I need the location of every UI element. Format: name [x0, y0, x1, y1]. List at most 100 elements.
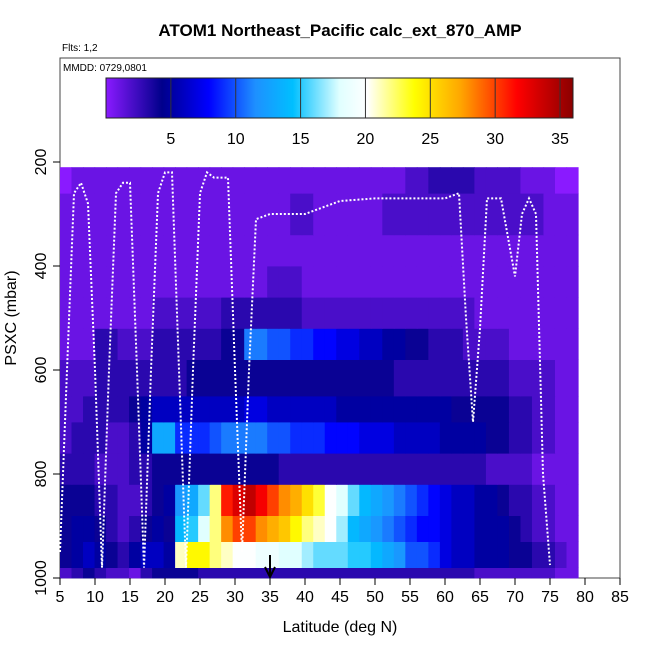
- heatmap-cell: [255, 396, 268, 423]
- heatmap-cell: [221, 567, 234, 579]
- heatmap-cell: [267, 234, 280, 267]
- heatmap-cell: [451, 567, 464, 579]
- heatmap-cell: [175, 193, 188, 236]
- heatmap-cell: [531, 453, 545, 485]
- heatmap-cell: [543, 422, 556, 454]
- heatmap-cell: [324, 567, 337, 579]
- heatmap-cell: [152, 297, 165, 329]
- heatmap-cell: [405, 541, 418, 568]
- heatmap-cell: [543, 167, 556, 194]
- heatmap-cell: [428, 266, 441, 298]
- heatmap-cell: [278, 567, 291, 579]
- heatmap-cell: [232, 234, 245, 267]
- heatmap-cell: [543, 234, 556, 267]
- heatmap-cell: [451, 193, 464, 236]
- heatmap-cell: [71, 515, 84, 542]
- heatmap-cell: [382, 484, 395, 516]
- heatmap-cell: [175, 484, 188, 516]
- heatmap-cell: [428, 167, 441, 194]
- heatmap-cell: [324, 328, 337, 360]
- heatmap-cell: [106, 541, 119, 568]
- heatmap-cell: [474, 193, 487, 236]
- heatmap-cell: [451, 453, 464, 485]
- heatmap-cell: [520, 167, 533, 194]
- heatmap-cell: [520, 266, 533, 298]
- heatmap-cell: [278, 359, 291, 397]
- heatmap-cell: [117, 328, 130, 360]
- heatmap-cell: [566, 515, 579, 542]
- heatmap-cell: [439, 567, 452, 579]
- y-tick-label: 200: [33, 149, 50, 176]
- heatmap-cell: [71, 359, 84, 397]
- heatmap-cell: [370, 266, 383, 298]
- heatmap-cell: [71, 541, 84, 568]
- heatmap-cell: [129, 567, 142, 579]
- heatmap-cell: [508, 484, 522, 516]
- colorbar: 5 10 15 20 25 30 35: [105, 77, 574, 148]
- heatmap-cell: [554, 567, 568, 579]
- heatmap-cell: [117, 484, 130, 516]
- heatmap-cell: [382, 396, 395, 423]
- heatmap-cell: [428, 541, 441, 568]
- y-tick-label: 600: [33, 357, 50, 384]
- heatmap-cell: [359, 297, 372, 329]
- heatmap-cell: [462, 359, 475, 397]
- heatmap-cell: [175, 422, 188, 454]
- heatmap-cell: [485, 422, 499, 454]
- heatmap-cell: [336, 515, 349, 542]
- colorbar-tick-label: 25: [421, 131, 439, 148]
- heatmap-cell: [255, 167, 268, 194]
- heatmap-cell: [301, 396, 314, 423]
- heatmap-cell: [278, 453, 291, 485]
- heatmap-cell: [416, 422, 429, 454]
- heatmap-cell: [554, 266, 568, 298]
- heatmap-cell: [232, 567, 245, 579]
- heatmap-cell: [324, 193, 337, 236]
- heatmap-cell: [324, 167, 337, 194]
- heatmap-cell: [71, 396, 84, 423]
- heatmap-cell: [324, 453, 337, 485]
- x-tick-label: 20: [156, 589, 174, 606]
- heatmap-cell: [393, 167, 406, 194]
- heatmap-cell: [278, 297, 291, 329]
- heatmap-cell: [370, 396, 383, 423]
- heatmap-cell: [106, 234, 119, 267]
- heatmap-cell: [531, 234, 545, 267]
- heatmap-cell: [359, 359, 372, 397]
- heatmap-cell: [209, 453, 222, 485]
- heatmap-cell: [336, 484, 349, 516]
- heatmap-cell: [313, 484, 326, 516]
- heatmap-cell: [382, 297, 395, 329]
- heatmap-cell: [554, 167, 568, 194]
- heatmap-cell: [508, 515, 522, 542]
- heatmap-cell: [531, 328, 545, 360]
- heatmap-cell: [474, 266, 487, 298]
- heatmap-cell: [221, 167, 234, 194]
- heatmap-cell: [106, 193, 119, 236]
- heatmap-cell: [129, 453, 142, 485]
- heatmap-cell: [60, 193, 73, 236]
- heatmap-cell: [198, 422, 211, 454]
- heatmap-cell: [485, 567, 499, 579]
- heatmap-cell: [152, 167, 165, 194]
- x-tick-label: 10: [86, 589, 104, 606]
- heatmap-cell: [566, 453, 579, 485]
- heatmap-cell: [60, 234, 73, 267]
- heatmap-cell: [255, 541, 268, 568]
- heatmap-cell: [106, 484, 119, 516]
- x-tick-label: 65: [471, 589, 489, 606]
- heatmap-cell: [290, 167, 303, 194]
- heatmap-cell: [175, 453, 188, 485]
- heatmap-cell: [140, 453, 153, 485]
- heatmap-cell: [416, 266, 429, 298]
- heatmap-cell: [209, 234, 222, 267]
- heatmap-cell: [485, 359, 499, 397]
- heatmap-cell: [244, 266, 257, 298]
- x-axis-label: Latitude (deg N): [283, 619, 398, 636]
- heatmap-cell: [255, 567, 268, 579]
- heatmap-cell: [439, 266, 452, 298]
- heatmap-cell: [117, 266, 130, 298]
- heatmap-cell: [244, 193, 257, 236]
- heatmap-cell: [221, 453, 234, 485]
- heatmap-cell: [474, 167, 487, 194]
